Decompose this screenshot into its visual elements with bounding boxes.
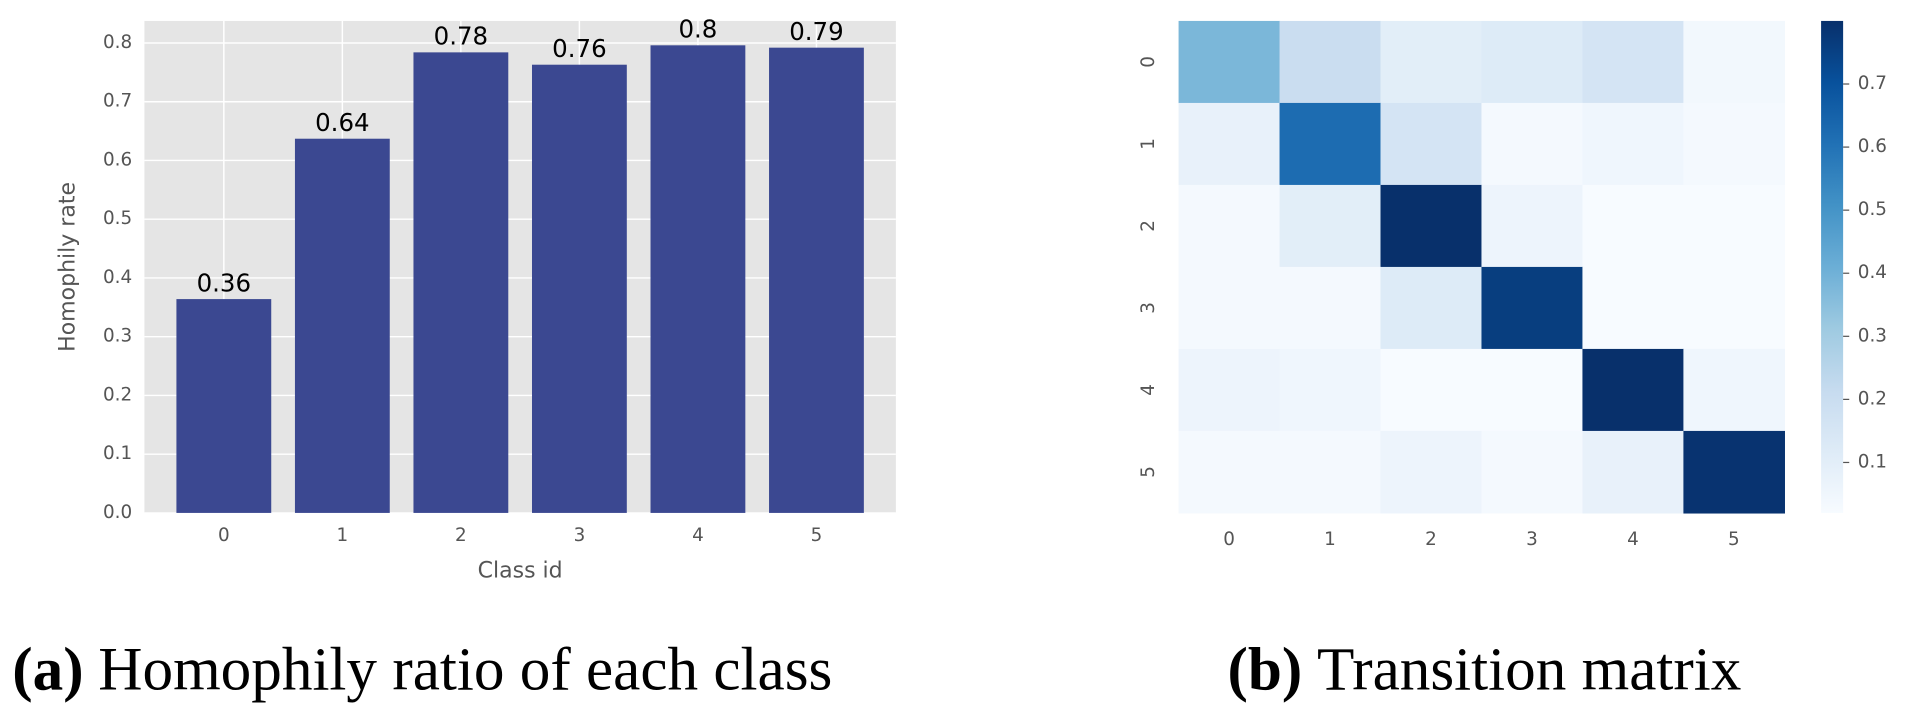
caption-text: Homophily ratio of each class — [98, 636, 832, 704]
y-tick-label: 0.5 — [103, 208, 132, 229]
colorbar-tick-label: 0.5 — [1858, 199, 1887, 220]
heatmap-cell — [1481, 348, 1584, 432]
heatmap-cell — [1683, 102, 1785, 186]
y-tick-label: 0.7 — [103, 91, 132, 112]
heatmap-cell — [1380, 430, 1483, 514]
heatmap-cell — [1380, 102, 1483, 186]
x-tick-label: 5 — [811, 525, 823, 546]
value-label: 0.64 — [315, 108, 369, 137]
y-tick-label: 0.3 — [103, 326, 132, 347]
heatmap-cell — [1178, 348, 1281, 432]
bar — [531, 64, 627, 513]
x-tick-label: 1 — [337, 525, 349, 546]
heatmap-cell — [1178, 266, 1281, 350]
heatmap-cell — [1178, 430, 1281, 514]
bar — [769, 47, 864, 513]
value-label: 0.36 — [197, 268, 251, 297]
x-tick-label: 0 — [1223, 529, 1235, 550]
caption: (a) Homophily ratio of each class — [12, 636, 832, 704]
x-tick-label: 1 — [1324, 529, 1336, 550]
colorbar-tick-label: 0.2 — [1858, 388, 1887, 409]
y-tick-label: 4 — [1138, 384, 1159, 396]
y-tick-label: 0.8 — [103, 32, 132, 53]
y-tick-label: 3 — [1138, 302, 1159, 314]
heatmap-cell — [1481, 430, 1584, 514]
heatmap-cell — [1582, 102, 1685, 186]
x-tick-label: 3 — [1526, 529, 1538, 550]
heatmap-cell — [1481, 184, 1584, 268]
x-tick-label: 4 — [692, 525, 704, 546]
x-tick-label: 5 — [1728, 529, 1740, 550]
bar — [176, 299, 272, 513]
heatmap-cell — [1481, 102, 1584, 186]
x-tick-label: 2 — [455, 525, 467, 546]
heatmap-cell — [1582, 266, 1685, 350]
heatmap-cell — [1683, 266, 1785, 350]
heatmap-cell — [1582, 184, 1685, 268]
heatmap-cell — [1481, 20, 1584, 104]
heatmap-cell — [1481, 266, 1584, 350]
y-tick-label: 0.6 — [103, 149, 132, 170]
y-tick-label: 0.2 — [103, 384, 132, 405]
caption: (b) Transition matrix — [1228, 636, 1742, 704]
x-axis-label: Class id — [478, 559, 563, 584]
y-tick-label: 1 — [1138, 138, 1159, 150]
x-tick-label: 4 — [1627, 529, 1639, 550]
bar — [294, 138, 390, 513]
value-label: 0.79 — [789, 17, 843, 46]
value-label: 0.8 — [678, 15, 717, 44]
y-tick-label: 0 — [1138, 56, 1159, 68]
x-tick-label: 3 — [574, 525, 586, 546]
heatmap-cell — [1683, 184, 1785, 268]
y-axis-label: Homophily rate — [56, 182, 81, 352]
y-tick-label: 0.1 — [103, 443, 132, 464]
caption-text: Transition matrix — [1317, 636, 1741, 704]
heatmap-cell — [1380, 348, 1483, 432]
heatmap-cell — [1279, 20, 1382, 104]
bar — [650, 45, 746, 513]
heatmap-cell — [1279, 348, 1382, 432]
heatmap-cell — [1279, 184, 1382, 268]
colorbar-tick-label: 0.1 — [1858, 451, 1887, 472]
caption-label: (a) — [12, 636, 83, 704]
heatmap-cell — [1582, 348, 1685, 432]
heatmap-cell — [1683, 348, 1785, 432]
colorbar-tick-label: 0.4 — [1858, 262, 1887, 283]
value-label: 0.78 — [434, 22, 488, 51]
heatmap-cell — [1178, 184, 1281, 268]
heatmap-cell — [1178, 102, 1281, 186]
heatmap-cell — [1582, 20, 1685, 104]
heatmap-cell — [1279, 102, 1382, 186]
colorbar-tick-label: 0.7 — [1858, 73, 1887, 94]
heatmap-cell — [1380, 266, 1483, 350]
heatmap-cell — [1380, 184, 1483, 268]
heatmap-cell — [1582, 430, 1685, 514]
heatmap-cell — [1683, 430, 1785, 514]
colorbar — [1821, 20, 1844, 513]
y-tick-label: 0.4 — [103, 267, 132, 288]
x-tick-label: 0 — [218, 525, 230, 546]
heatmap-cell — [1380, 20, 1483, 104]
colorbar-tick-label: 0.3 — [1858, 325, 1887, 346]
heatmap-cell — [1279, 430, 1382, 514]
heatmap-cell — [1178, 20, 1281, 104]
colorbar-tick-label: 0.6 — [1858, 136, 1887, 157]
value-label: 0.76 — [552, 34, 606, 63]
y-tick-label: 0.0 — [103, 502, 132, 523]
y-tick-label: 5 — [1138, 466, 1159, 478]
bar — [413, 52, 509, 513]
y-tick-label: 2 — [1138, 220, 1159, 232]
caption-label: (b) — [1228, 636, 1303, 704]
heatmap-cell — [1683, 20, 1785, 104]
heatmap-cell — [1279, 266, 1382, 350]
x-tick-label: 2 — [1425, 529, 1437, 550]
